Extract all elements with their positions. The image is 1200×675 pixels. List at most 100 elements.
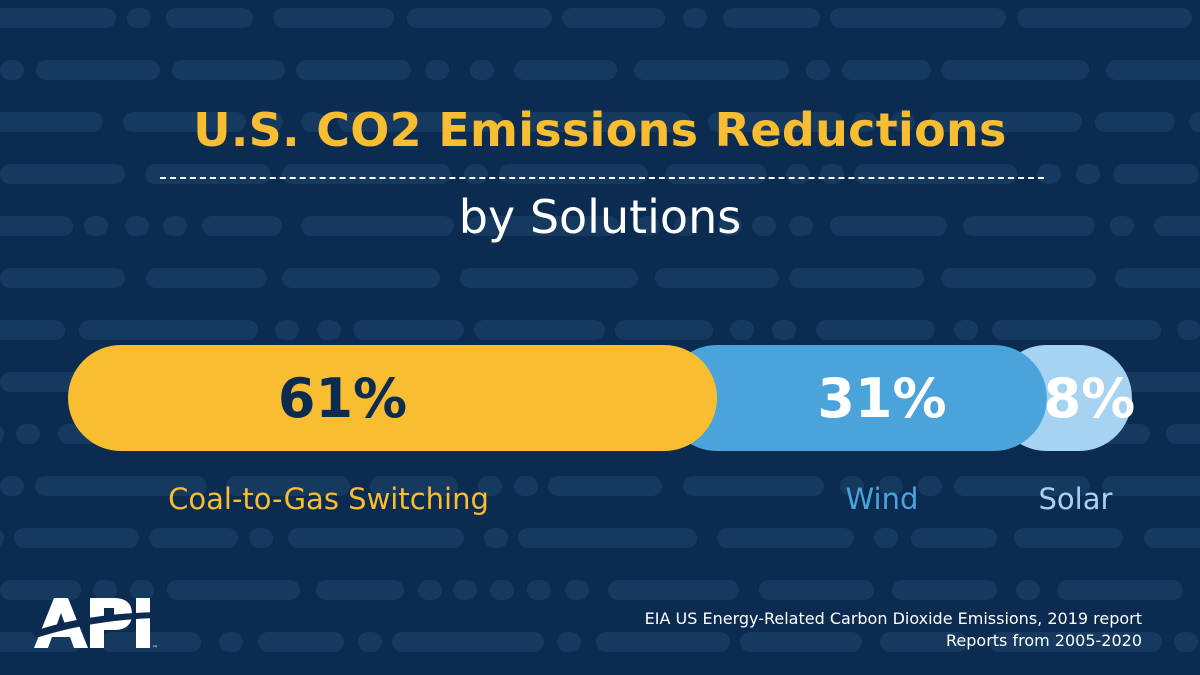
pattern-pill bbox=[1189, 112, 1200, 132]
pattern-pill bbox=[718, 216, 742, 236]
pattern-pill bbox=[0, 216, 73, 236]
pattern-pill bbox=[275, 320, 299, 340]
pattern-pill bbox=[418, 580, 442, 600]
pattern-pill bbox=[470, 60, 494, 80]
pattern-pill bbox=[596, 632, 730, 652]
pattern-pill bbox=[786, 164, 810, 184]
pattern-pill bbox=[634, 60, 789, 80]
stacked-bar-chart: 61% 31% 8% Coal-to-Gas Switching Wind Solar bbox=[68, 345, 1136, 516]
value-label: 31% bbox=[817, 367, 946, 430]
pattern-pill bbox=[125, 216, 149, 236]
pattern-pill bbox=[146, 268, 267, 288]
pattern-pill bbox=[370, 476, 458, 496]
pattern-pill bbox=[1102, 476, 1200, 496]
pattern-pill bbox=[565, 580, 589, 600]
pattern-pill bbox=[1016, 580, 1040, 600]
pattern-pill bbox=[0, 530, 4, 546]
pattern-pill bbox=[557, 632, 581, 652]
chart-subtitle: by Solutions bbox=[458, 190, 742, 244]
pattern-pill bbox=[759, 580, 874, 600]
pattern-pill bbox=[453, 580, 477, 600]
api-logo-icon: ™ bbox=[32, 592, 162, 652]
pattern-pill bbox=[407, 8, 552, 28]
bar-segment-wind bbox=[664, 345, 1047, 451]
pattern-pill bbox=[1106, 60, 1200, 80]
pattern-pill bbox=[992, 320, 1161, 340]
pattern-pill bbox=[0, 580, 81, 600]
pattern-pill bbox=[830, 216, 947, 236]
pattern-pill bbox=[464, 164, 488, 184]
pattern-pill bbox=[854, 164, 1017, 184]
pattern-pill bbox=[0, 320, 65, 340]
pattern-pill bbox=[16, 424, 40, 444]
pattern-pill bbox=[730, 320, 754, 340]
pattern-pill bbox=[820, 164, 844, 184]
pattern-pill bbox=[879, 476, 903, 496]
pattern-pill bbox=[130, 580, 154, 600]
pattern-pill bbox=[527, 580, 551, 600]
pattern-pill bbox=[772, 320, 796, 340]
value-label: 8% bbox=[1044, 367, 1136, 430]
pattern-pill bbox=[717, 528, 854, 548]
pattern-pill bbox=[892, 580, 997, 600]
pattern-pill bbox=[163, 216, 187, 236]
pattern-pill bbox=[1144, 528, 1200, 548]
pattern-pill bbox=[911, 528, 997, 548]
pattern-pill bbox=[282, 164, 451, 184]
pattern-pill bbox=[789, 216, 813, 236]
pattern-pill bbox=[608, 580, 739, 600]
pattern-pill bbox=[301, 216, 454, 236]
pattern-pill bbox=[723, 8, 820, 28]
pattern-pill bbox=[615, 320, 713, 340]
pattern-pill bbox=[1166, 424, 1200, 444]
pattern-pill bbox=[789, 268, 924, 288]
pattern-pill bbox=[127, 8, 151, 28]
pattern-pill bbox=[989, 632, 1162, 652]
pattern-pill bbox=[524, 112, 690, 132]
pattern-pill bbox=[301, 112, 325, 132]
pattern-pill bbox=[1037, 164, 1061, 184]
pattern-pill bbox=[425, 60, 449, 80]
pattern-pill bbox=[562, 8, 665, 28]
bar-segment-coal-to-gas-switching bbox=[68, 345, 718, 451]
pattern-pill bbox=[219, 632, 243, 652]
pattern-pill bbox=[830, 8, 1006, 28]
pattern-pill bbox=[282, 268, 440, 288]
pattern-pill bbox=[490, 580, 514, 600]
chart-title: U.S. CO2 Emissions Reductions bbox=[193, 103, 1007, 157]
pattern-pill bbox=[655, 268, 779, 288]
pattern-pill bbox=[316, 580, 404, 600]
pattern-pill bbox=[145, 164, 271, 184]
pattern-pill bbox=[123, 112, 246, 132]
pattern-pill bbox=[0, 8, 116, 28]
pattern-pill bbox=[14, 528, 139, 548]
pattern-pill bbox=[167, 580, 300, 600]
pattern-pill bbox=[36, 60, 160, 80]
pattern-pill bbox=[172, 60, 285, 80]
category-label: Solar bbox=[1038, 482, 1112, 516]
pattern-pill bbox=[954, 320, 978, 340]
pattern-pill bbox=[149, 528, 238, 548]
pattern-pill bbox=[853, 112, 877, 132]
pattern-pill bbox=[1017, 8, 1192, 28]
pattern-pill bbox=[941, 268, 1096, 288]
pattern-pill bbox=[317, 320, 341, 340]
pattern-pill bbox=[708, 112, 843, 132]
pattern-pill bbox=[258, 632, 344, 652]
pattern-pill bbox=[499, 164, 648, 184]
pattern-pill bbox=[1154, 216, 1200, 236]
pattern-pill bbox=[963, 216, 1095, 236]
pattern-pill bbox=[1110, 216, 1134, 236]
pattern-pill bbox=[929, 112, 1082, 132]
pattern-pill bbox=[891, 112, 915, 132]
pattern-pill bbox=[665, 164, 767, 184]
pattern-pill bbox=[478, 476, 502, 496]
pattern-pill bbox=[0, 426, 4, 442]
pattern-pill bbox=[460, 268, 638, 288]
pattern-pill bbox=[880, 632, 968, 652]
category-label: Wind bbox=[846, 482, 919, 516]
pattern-pill bbox=[1115, 268, 1200, 288]
pattern-pill bbox=[636, 216, 660, 236]
pattern-pill bbox=[358, 632, 382, 652]
